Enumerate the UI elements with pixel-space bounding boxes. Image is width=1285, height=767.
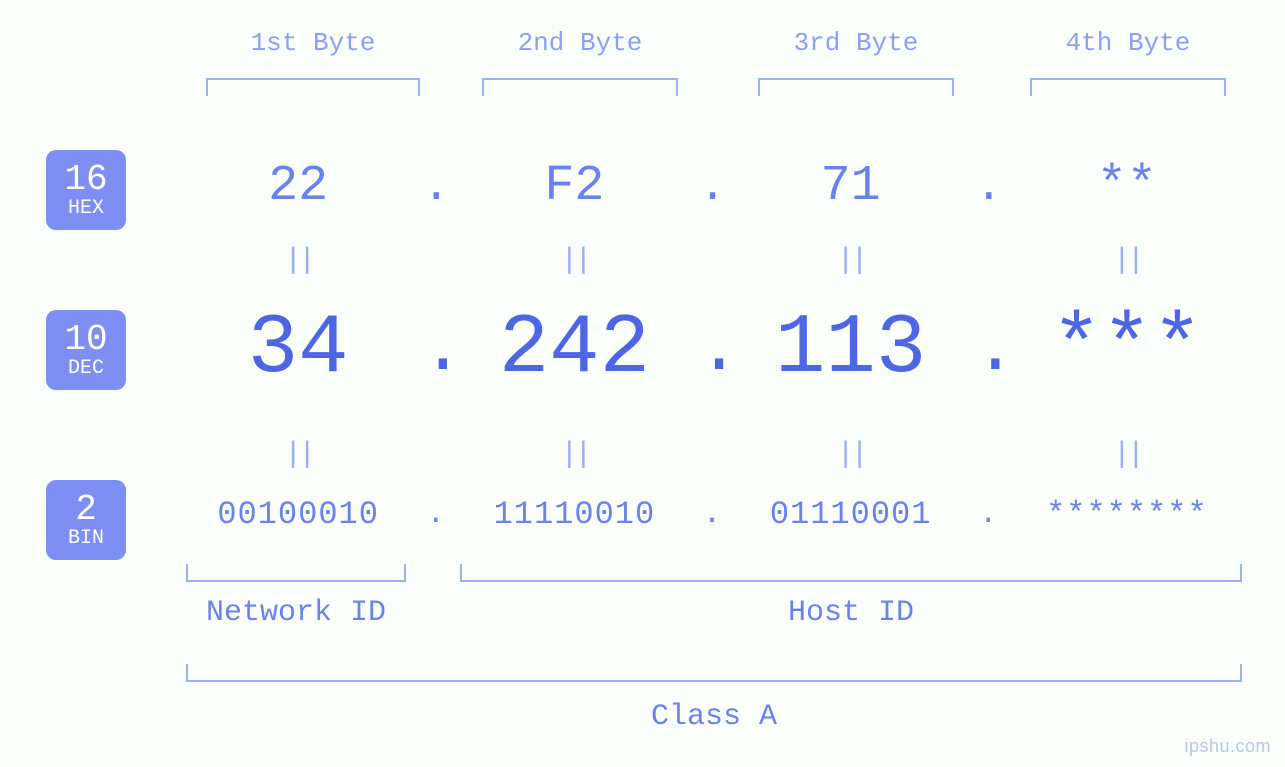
byte-header-4: 4th Byte <box>1030 28 1226 58</box>
ip-diagram: 1st Byte 2nd Byte 3rd Byte 4th Byte 16 H… <box>0 0 1285 767</box>
bracket-byte-1 <box>206 78 420 96</box>
bin-byte-2: 11110010 <box>451 496 697 533</box>
byte-header-1: 1st Byte <box>206 28 420 58</box>
dec-byte-1: 34 <box>175 302 421 397</box>
equals-row-1: || || || || <box>175 244 1250 278</box>
equals-icon: || <box>1004 244 1250 278</box>
hex-byte-1: 22 <box>175 158 421 215</box>
hex-badge-num: 16 <box>64 161 107 199</box>
equals-icon: || <box>175 438 421 472</box>
dec-byte-3: 113 <box>728 302 974 397</box>
dot-sep: . <box>974 309 1004 391</box>
dec-badge-num: 10 <box>64 321 107 359</box>
bracket-network-id <box>186 564 406 582</box>
equals-icon: || <box>728 438 974 472</box>
dot-sep: . <box>421 161 451 213</box>
dec-byte-4: *** <box>1004 302 1250 397</box>
bin-badge-num: 2 <box>75 491 97 529</box>
byte-header-2: 2nd Byte <box>482 28 678 58</box>
equals-icon: || <box>451 244 697 278</box>
bin-badge-label: BIN <box>68 528 104 549</box>
equals-row-2: || || || || <box>175 438 1250 472</box>
byte-header-3: 3rd Byte <box>758 28 954 58</box>
bracket-byte-4 <box>1030 78 1226 96</box>
equals-icon: || <box>451 438 697 472</box>
hex-row: 22 . F2 . 71 . ** <box>175 158 1250 215</box>
dot-sep: . <box>421 498 451 532</box>
host-id-label: Host ID <box>460 596 1242 630</box>
class-label: Class A <box>186 700 1242 734</box>
hex-badge-label: HEX <box>68 198 104 219</box>
hex-badge: 16 HEX <box>46 150 126 230</box>
bin-badge: 2 BIN <box>46 480 126 560</box>
dec-badge: 10 DEC <box>46 310 126 390</box>
bracket-byte-3 <box>758 78 954 96</box>
hex-byte-4: ** <box>1004 158 1250 215</box>
equals-icon: || <box>728 244 974 278</box>
equals-icon: || <box>1004 438 1250 472</box>
hex-byte-2: F2 <box>451 158 697 215</box>
bin-byte-3: 01110001 <box>728 496 974 533</box>
dot-sep: . <box>698 161 728 213</box>
dot-sep: . <box>974 498 1004 532</box>
dec-row: 34 . 242 . 113 . *** <box>175 302 1250 397</box>
dot-sep: . <box>974 161 1004 213</box>
bracket-byte-2 <box>482 78 678 96</box>
dot-sep: . <box>698 309 728 391</box>
dec-badge-label: DEC <box>68 358 104 379</box>
equals-icon: || <box>175 244 421 278</box>
bin-byte-4: ******** <box>1004 496 1250 533</box>
watermark: ipshu.com <box>1184 736 1271 757</box>
bin-row: 00100010 . 11110010 . 01110001 . *******… <box>175 496 1250 533</box>
network-id-label: Network ID <box>186 596 406 630</box>
dot-sep: . <box>698 498 728 532</box>
bracket-class <box>186 664 1242 682</box>
bin-byte-1: 00100010 <box>175 496 421 533</box>
hex-byte-3: 71 <box>728 158 974 215</box>
dot-sep: . <box>421 309 451 391</box>
dec-byte-2: 242 <box>451 302 697 397</box>
bracket-host-id <box>460 564 1242 582</box>
